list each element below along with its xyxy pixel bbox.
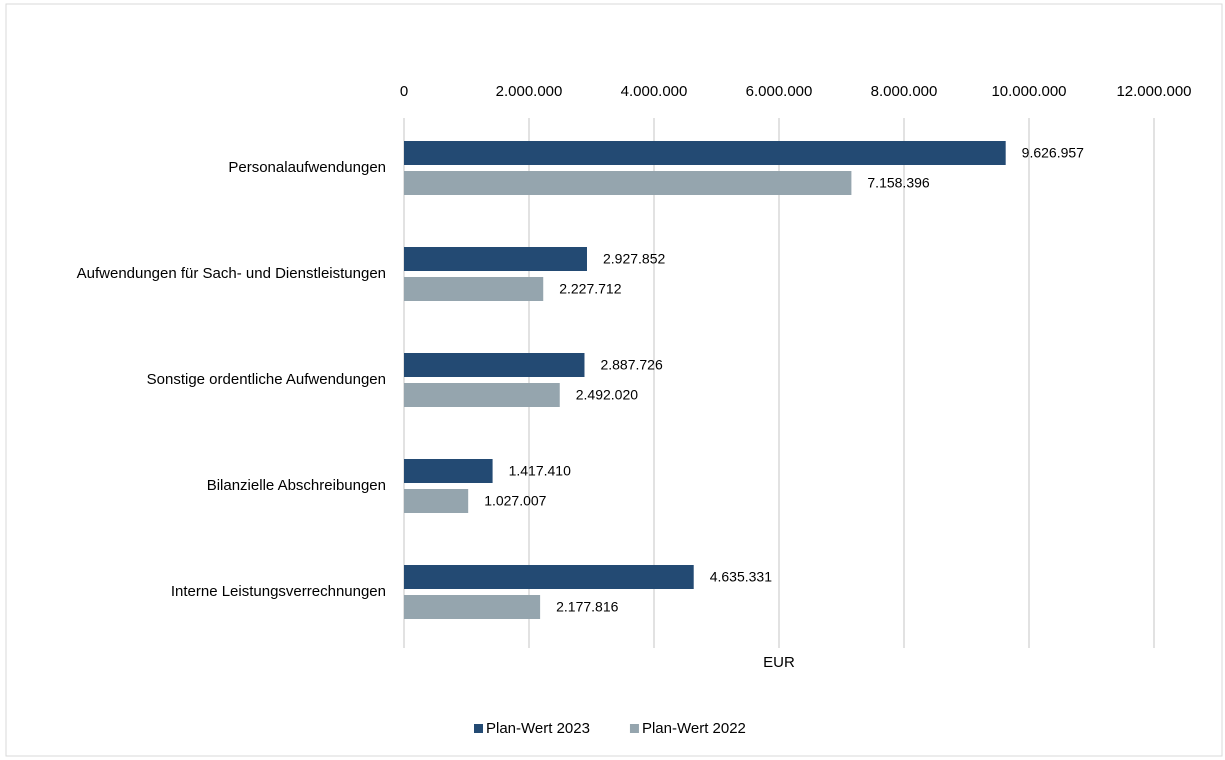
value-label: 2.492.020 (576, 387, 638, 403)
bar (404, 247, 587, 271)
bar (404, 459, 493, 483)
bar (404, 171, 852, 195)
y-tick-label: Interne Leistungsverrechnungen (171, 583, 386, 600)
x-tick-label: 10.000.000 (991, 83, 1066, 100)
bar (404, 383, 560, 407)
y-tick-label: Bilanzielle Abschreibungen (207, 477, 386, 494)
legend-swatch (629, 724, 639, 733)
x-tick-label: 2.000.000 (496, 83, 563, 100)
legend-swatch (474, 724, 483, 733)
legend-label: Plan-Wert 2023 (486, 720, 590, 737)
x-tick-label: 12.000.000 (1116, 83, 1191, 100)
value-label: 4.635.331 (710, 569, 772, 585)
value-label: 2.177.816 (556, 599, 618, 615)
bar (404, 489, 469, 513)
bar (404, 141, 1006, 165)
x-tick-label: 8.000.000 (871, 83, 938, 100)
x-tick-label: 4.000.000 (621, 83, 688, 100)
x-axis-title: EUR (763, 654, 795, 671)
value-label: 1.027.007 (484, 493, 546, 509)
chart-frame (5, 3, 1223, 757)
value-label: 9.626.957 (1022, 145, 1084, 161)
value-label: 2.227.712 (559, 281, 621, 297)
bar (404, 353, 585, 377)
x-tick-label: 6.000.000 (746, 83, 813, 100)
y-tick-label: Sonstige ordentliche Aufwendungen (147, 371, 386, 388)
y-tick-label: Personalaufwendungen (228, 159, 386, 176)
bar (404, 277, 544, 301)
bar (404, 565, 694, 589)
y-tick-label: Aufwendungen für Sach- und Dienstleistun… (77, 265, 386, 282)
value-label: 2.927.852 (603, 251, 665, 267)
bar (404, 595, 541, 619)
legend-label: Plan-Wert 2022 (642, 720, 746, 737)
value-label: 1.417.410 (509, 463, 571, 479)
value-label: 2.887.726 (600, 357, 662, 373)
value-label: 7.158.396 (867, 175, 929, 191)
x-tick-label: 0 (400, 83, 408, 100)
